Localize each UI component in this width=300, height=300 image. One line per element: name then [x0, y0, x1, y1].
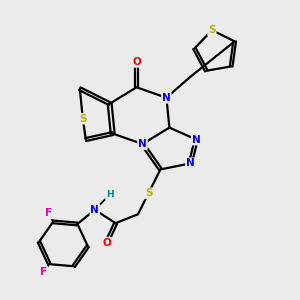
Text: F: F	[46, 208, 52, 218]
Text: N: N	[186, 158, 195, 168]
Text: N: N	[138, 139, 147, 149]
Text: O: O	[102, 238, 111, 248]
Text: O: O	[132, 57, 141, 67]
Text: S: S	[208, 25, 216, 35]
Text: F: F	[40, 267, 47, 277]
Text: H: H	[106, 190, 113, 199]
Text: N: N	[162, 93, 171, 103]
Text: N: N	[192, 134, 201, 145]
Text: S: S	[79, 114, 87, 124]
Text: S: S	[145, 188, 152, 198]
Text: N: N	[90, 205, 99, 215]
